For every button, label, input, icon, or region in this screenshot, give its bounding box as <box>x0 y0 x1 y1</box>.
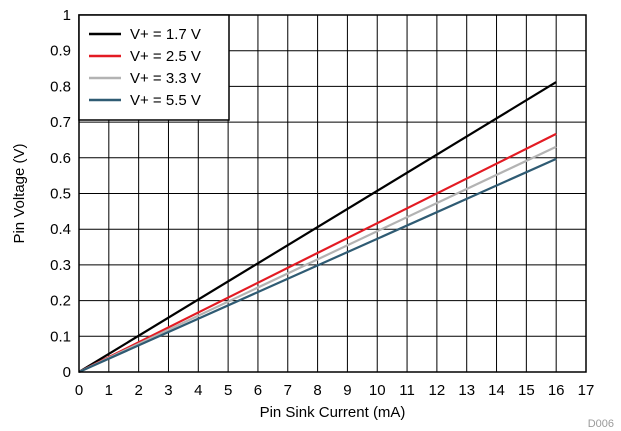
y-tick-label: 0.4 <box>50 221 71 238</box>
x-tick-label: 11 <box>399 382 415 399</box>
x-tick-label: 4 <box>194 382 202 399</box>
x-tick-label: 15 <box>518 382 535 399</box>
x-tick-label: 8 <box>313 382 321 399</box>
x-tick-label: 7 <box>284 382 292 399</box>
series-lines <box>78 81 557 374</box>
series-line <box>78 132 557 373</box>
x-tick-labels: 0 1 2 3 4 5 6 7 8 9 10 11 12 13 14 15 16 17 <box>75 382 595 399</box>
y-tick-label: 0.6 <box>50 150 71 167</box>
x-tick-label: 6 <box>254 382 262 399</box>
legend-label: V+ = 2.5 V <box>130 48 201 65</box>
y-tick-label: 0.5 <box>50 186 71 203</box>
x-tick-label: 13 <box>458 382 475 399</box>
x-axis-title: Pin Sink Current (mA) <box>260 404 406 421</box>
x-tick-label: 10 <box>369 382 386 399</box>
x-tick-label: 17 <box>578 382 595 399</box>
x-tick-label: 2 <box>134 382 142 399</box>
x-tick-label: 3 <box>164 382 172 399</box>
x-tick-label: 16 <box>548 382 565 399</box>
figure-id-label: D006 <box>588 418 614 430</box>
series-line <box>78 81 557 373</box>
x-tick-label: 12 <box>429 382 446 399</box>
y-tick-label: 0.8 <box>50 78 71 95</box>
legend-box <box>78 14 230 121</box>
y-tick-label: 0.1 <box>50 328 71 345</box>
y-tick-label: 0.9 <box>50 43 71 60</box>
plot-frame <box>78 14 587 373</box>
legend-label: V+ = 3.3 V <box>130 70 201 87</box>
x-tick-label: 1 <box>105 382 113 399</box>
y-tick-label: 0 <box>63 364 71 381</box>
y-tick-labels: 0 0.1 0.2 0.3 0.4 0.5 0.6 0.7 0.8 0.9 1 <box>50 7 71 381</box>
y-tick-label: 0.3 <box>50 257 71 274</box>
x-tick-label: 5 <box>224 382 232 399</box>
x-tick-label: 14 <box>488 382 505 399</box>
legend-label: V+ = 1.7 V <box>130 26 201 43</box>
series-line <box>78 145 557 373</box>
legend: V+ = 1.7 V V+ = 2.5 V V+ = 3.3 V V+ = 5.5 V <box>78 14 230 121</box>
y-tick-label: 1 <box>63 7 71 24</box>
x-tick-label: 0 <box>75 382 83 399</box>
legend-items: V+ = 1.7 V V+ = 2.5 V V+ = 3.3 V V+ = 5.5 V <box>89 26 201 109</box>
y-tick-label: 0.7 <box>50 114 71 131</box>
series-line <box>78 157 557 374</box>
x-tick-label: 9 <box>343 382 351 399</box>
y-tick-label: 0.2 <box>50 293 71 310</box>
legend-label: V+ = 5.5 V <box>130 92 201 109</box>
y-axis-title: Pin Voltage (V) <box>11 143 28 243</box>
